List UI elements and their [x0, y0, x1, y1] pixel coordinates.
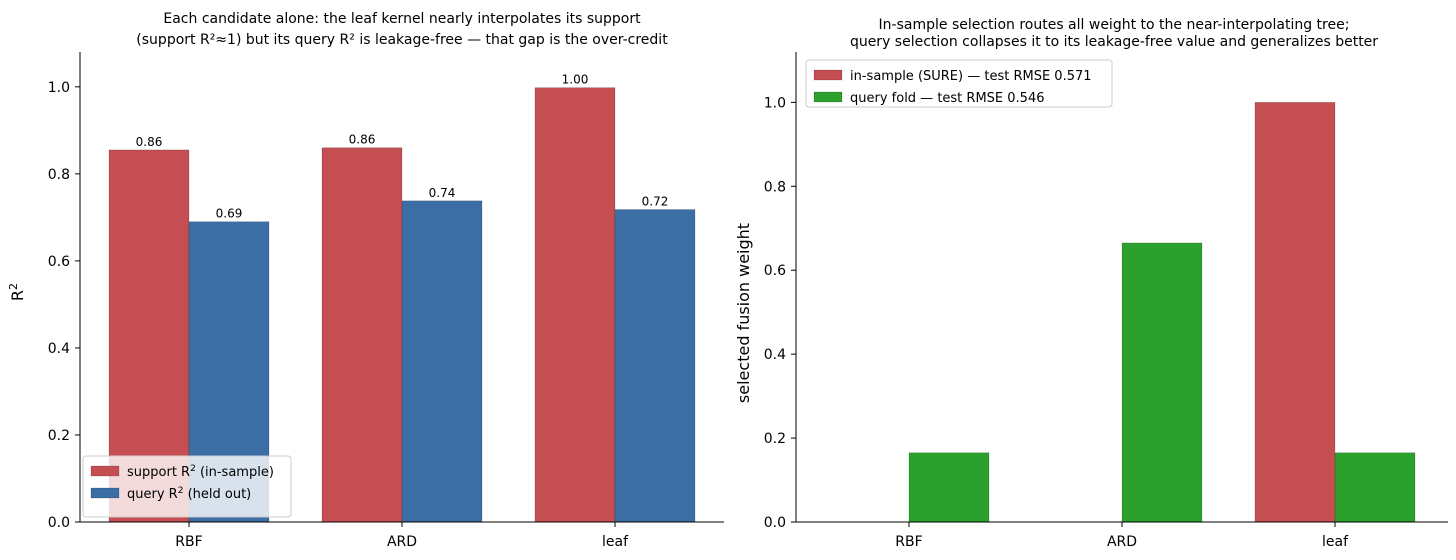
chart-left-y-axis: 0.0 0.2 0.4 0.6 0.8 1.0 — [48, 52, 81, 531]
bar-leaf-series-1 — [1254, 102, 1336, 523]
chart-left-y-axis-label: R2 — [7, 283, 28, 301]
chart-right: In-sample selection routes all weight to… — [734, 17, 1448, 550]
y-tick-label: 0.4 — [48, 341, 70, 357]
legend-swatch-series-1 — [813, 69, 843, 81]
y-tick-label: 0.6 — [764, 263, 786, 279]
chart-left-x-axis: RBF ARD leaf — [80, 521, 724, 550]
legend-box — [82, 455, 292, 518]
x-tick-label: ARD — [1107, 534, 1137, 550]
x-tick-label: leaf — [1322, 534, 1349, 550]
chart-right-title-line-2: query selection collapses it to its leak… — [850, 34, 1378, 50]
bar-value-label: 0.86 — [349, 133, 376, 147]
x-tick-label: RBF — [895, 534, 922, 550]
chart-left: Each candidate alone: the leaf kernel ne… — [7, 11, 724, 550]
legend-label-series-1: in-sample (SURE) — test RMSE 0.571 — [850, 69, 1092, 84]
legend-label-series-2: query R2 (held out) — [127, 486, 251, 502]
legend-swatch-series-2 — [90, 487, 120, 499]
bar-ard-series-2 — [1121, 242, 1203, 523]
chart-right-title-line-1: In-sample selection routes all weight to… — [879, 17, 1350, 33]
y-tick-label: 0.2 — [48, 428, 70, 444]
bar-value-label: 0.69 — [216, 207, 243, 221]
legend-label-series-1: support R2 (in-sample) — [127, 464, 274, 480]
bar-ard-series-2 — [401, 200, 483, 523]
bar-leaf-series-1 — [534, 87, 616, 523]
bar-ard-series-1 — [321, 147, 403, 523]
legend-box — [805, 59, 1113, 108]
y-tick-label: 1.0 — [48, 80, 70, 96]
legend-swatch-series-1 — [90, 465, 120, 477]
chart-right-x-axis: RBF ARD leaf — [796, 521, 1448, 550]
y-tick-label: 0.4 — [764, 347, 786, 363]
x-tick-label: leaf — [602, 534, 629, 550]
bar-leaf-series-2 — [614, 209, 696, 523]
legend-swatch-series-2 — [813, 91, 843, 103]
chart-right-y-axis-label: selected fusion weight — [734, 223, 753, 403]
chart-left-title-line-2: (support R²≈1) but its query R² is leaka… — [136, 32, 668, 48]
bar-value-label: 0.86 — [136, 135, 163, 149]
chart-right-y-axis: 0.0 0.2 0.4 0.6 0.8 1.0 — [764, 52, 797, 531]
bar-value-label: 0.74 — [429, 186, 456, 200]
x-tick-label: ARD — [387, 534, 417, 550]
bar-rbf-series-2 — [908, 452, 990, 523]
chart-left-legend: support R2 (in-sample) query R2 (held out… — [82, 455, 292, 518]
y-tick-label: 0.0 — [764, 515, 786, 531]
y-tick-label: 0.8 — [48, 167, 70, 183]
bar-leaf-series-2 — [1334, 452, 1416, 523]
bar-value-label: 0.72 — [642, 195, 669, 209]
y-tick-label: 0.8 — [764, 179, 786, 195]
y-tick-label: 0.2 — [764, 431, 786, 447]
chart-right-bars — [908, 102, 1416, 523]
chart-left-title-line-1: Each candidate alone: the leaf kernel ne… — [163, 11, 641, 27]
legend-label-series-2: query fold — test RMSE 0.546 — [850, 91, 1044, 106]
y-tick-label: 0.6 — [48, 254, 70, 270]
chart-left-bars: 0.86 0.69 0.86 0.74 1.00 0.72 — [108, 73, 696, 523]
chart-right-legend: in-sample (SURE) — test RMSE 0.571 query … — [805, 59, 1113, 108]
y-tick-label: 1.0 — [764, 95, 786, 111]
y-tick-label: 0.0 — [48, 515, 70, 531]
x-tick-label: RBF — [175, 534, 202, 550]
bar-value-label: 1.00 — [562, 73, 589, 87]
